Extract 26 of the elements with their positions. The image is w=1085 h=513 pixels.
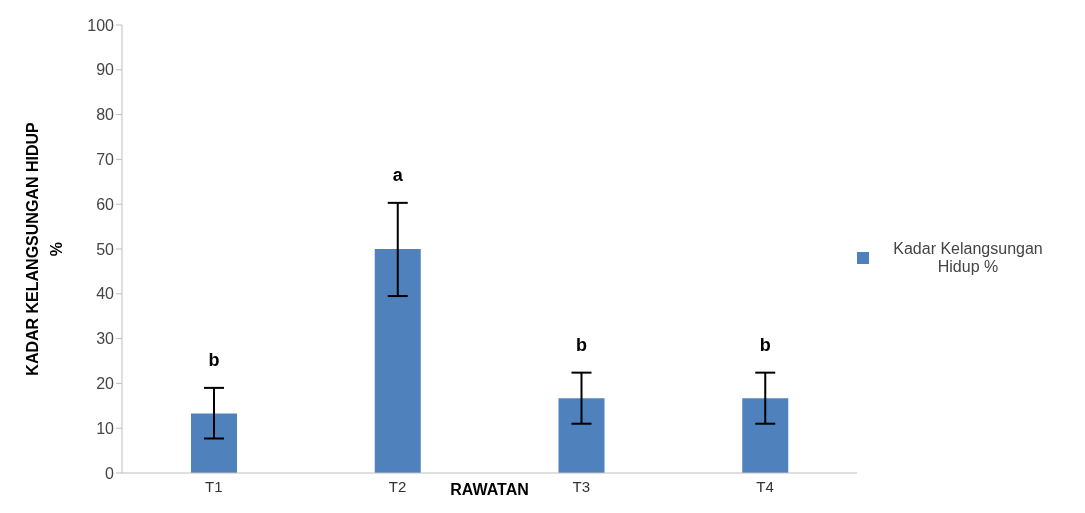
bar: [374, 249, 421, 473]
y-tick-label: 80: [96, 106, 115, 124]
x-tick-label: T3: [572, 477, 591, 495]
bar: [558, 398, 605, 473]
y-tick-label: 70: [96, 151, 115, 169]
y-tick-label: 90: [96, 61, 115, 79]
y-tick-label: 0: [105, 464, 115, 482]
bar: [191, 413, 237, 473]
y-tick-label: 40: [96, 285, 115, 303]
annotation: b: [576, 334, 587, 355]
legend-label: Kadar Kelangsungan Hidup %: [892, 240, 1044, 276]
x-tick-label: T2: [388, 477, 407, 495]
y-tick-label: 100: [87, 16, 115, 34]
x-tick-label: T4: [756, 477, 774, 495]
y-tick-label: 20: [96, 375, 115, 393]
x-axis-title: RAWATAN: [450, 481, 529, 498]
bar: [742, 398, 789, 473]
y-axis-title: KADAR KELANGSUNGAN HIDUP %: [24, 122, 65, 376]
y-tick-label: 50: [96, 240, 115, 258]
annotation: b: [759, 334, 771, 355]
y-tick-label: 60: [96, 195, 115, 213]
x-tick-label: T1: [205, 477, 223, 495]
y-tick-label: 30: [96, 330, 115, 348]
annotation: a: [392, 164, 404, 185]
annotation: b: [208, 349, 220, 370]
y-tick-label: 10: [96, 419, 115, 437]
